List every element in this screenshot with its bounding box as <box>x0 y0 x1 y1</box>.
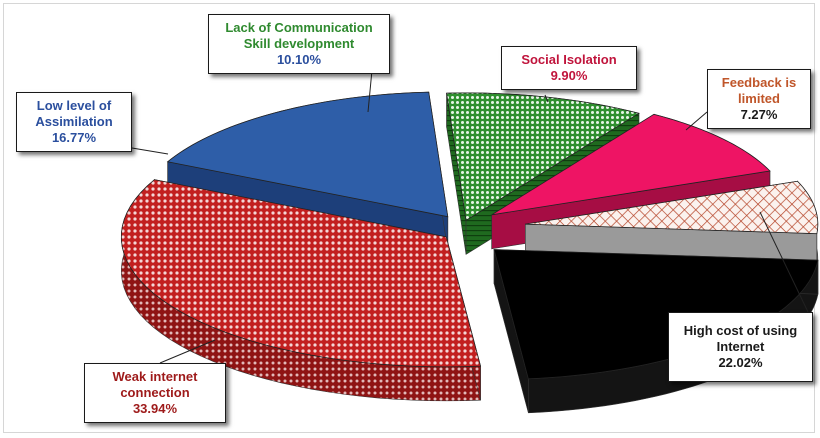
callout-label: Feedback is <box>721 75 797 90</box>
callout-high-cost-internet: High cost of using Internet 22.02% <box>668 312 813 382</box>
callout-feedback-limited: Feedback is limited 7.27% <box>707 69 811 129</box>
callout-label: Low level of <box>36 98 112 113</box>
pie-slice-top <box>446 92 640 221</box>
callout-label: limited <box>738 91 780 106</box>
pie-slice-weak-internet-connection <box>120 178 482 402</box>
callout-percent: 9.90% <box>550 68 588 83</box>
callout-percent: 16.77% <box>51 130 97 145</box>
callout-label: Skill development <box>243 36 355 51</box>
leader-line <box>159 339 216 364</box>
callout-label: connection <box>120 385 190 400</box>
callout-label: Weak internet <box>112 369 198 384</box>
callout-label: Internet <box>716 339 765 354</box>
leader-line <box>759 211 809 313</box>
callout-label: High cost of using <box>683 323 798 338</box>
callout-label: Assimilation <box>35 114 113 129</box>
pie-slice-top <box>491 113 771 216</box>
callout-percent: 22.02% <box>718 355 763 370</box>
pie-slice-top <box>120 179 482 368</box>
callout-lack-of-communication: Lack of Communication Skill development … <box>208 14 390 74</box>
leader-line <box>685 111 708 131</box>
callout-weak-internet: Weak internet connection 33.94% <box>84 363 226 423</box>
callout-label: Lack of Communication <box>225 20 373 35</box>
callout-percent: 33.94% <box>132 401 178 416</box>
leader-line <box>544 94 549 103</box>
callout-label: Social Isolation <box>521 52 617 67</box>
leader-lines <box>131 69 809 364</box>
pie-slices <box>120 91 819 414</box>
callout-social-isolation: Social Isolation 9.90% <box>501 46 637 90</box>
pie-slice-top <box>525 180 819 235</box>
callout-low-assimilation: Low level of Assimilation 16.77% <box>16 92 132 152</box>
pie-slice-top <box>166 91 449 218</box>
callout-percent: 7.27% <box>740 107 778 122</box>
leader-line <box>131 147 169 155</box>
leader-line <box>367 69 373 113</box>
callout-percent: 10.10% <box>276 52 322 67</box>
pie-slice-high-cost-of-using-internet <box>493 249 819 414</box>
